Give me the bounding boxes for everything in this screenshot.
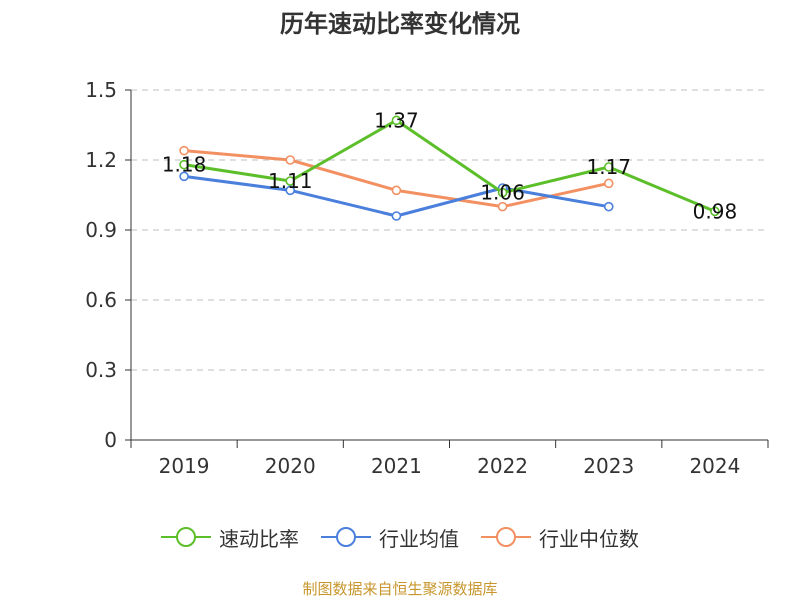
x-tick-label: 2019 xyxy=(159,454,210,478)
x-tick-label: 2020 xyxy=(265,454,316,478)
gridlines xyxy=(131,89,768,371)
legend-marker xyxy=(336,527,356,547)
data-label: 1.37 xyxy=(374,108,419,132)
legend-swatch-icon xyxy=(321,527,371,547)
x-tick-label: 2021 xyxy=(371,454,422,478)
x-tick-label: 2022 xyxy=(477,454,528,478)
data-label: 1.06 xyxy=(480,181,525,205)
data-point xyxy=(710,206,720,217)
y-tick-label: 0.9 xyxy=(85,218,117,242)
y-tick-label: 1.5 xyxy=(85,78,117,102)
source-footer: 制图数据来自恒生聚源数据库 xyxy=(302,580,498,598)
y-tick-label: 0.3 xyxy=(85,358,117,382)
data-label: 1.11 xyxy=(268,169,313,193)
legend-marker xyxy=(496,527,516,547)
x-tick-label: 2024 xyxy=(689,454,740,478)
data-point xyxy=(391,185,402,196)
data-label: 0.98 xyxy=(693,199,738,223)
data-point xyxy=(285,176,296,186)
legend-marker xyxy=(176,527,196,547)
data-point xyxy=(285,155,296,165)
data-point xyxy=(497,201,508,212)
data-point xyxy=(285,185,296,196)
y-tick-label: 1.2 xyxy=(85,148,117,172)
data-point xyxy=(179,145,189,156)
data-label: 1.18 xyxy=(162,153,207,177)
legend-swatch-icon xyxy=(481,527,531,547)
legend: 速动比率 行业均值 行业中位数 xyxy=(0,520,800,554)
y-tick-label: 0 xyxy=(104,428,117,452)
data-point xyxy=(603,201,614,212)
data-point xyxy=(179,159,189,170)
legend-item[interactable]: 行业中位数 xyxy=(481,523,639,552)
data-point xyxy=(179,171,189,182)
data-label: 1.17 xyxy=(586,155,631,179)
data-point xyxy=(603,178,614,189)
legend-item[interactable]: 行业均值 xyxy=(321,523,459,552)
legend-label: 行业均值 xyxy=(379,526,459,551)
data-point xyxy=(603,162,614,172)
series-line xyxy=(183,149,610,209)
y-tick-label: 0.6 xyxy=(85,288,117,312)
legend-item[interactable]: 速动比率 xyxy=(161,523,299,552)
data-labels: 1.18 1.11 1.37 1.06 1.17 0.98 xyxy=(162,108,737,223)
legend-label: 行业中位数 xyxy=(539,526,639,551)
series-lines xyxy=(179,115,720,221)
chart-title: 历年速动比率变化情况 xyxy=(280,10,520,38)
series-line xyxy=(183,118,716,213)
data-point xyxy=(391,211,402,221)
legend-label: 速动比率 xyxy=(219,526,299,551)
legend-swatch-icon xyxy=(161,527,211,547)
x-tick-label: 2023 xyxy=(583,454,634,478)
axes: 0 0.3 0.6 0.9 1.2 1.5 2019 2020 2021 2022 2023 2024 xyxy=(85,78,769,478)
data-point xyxy=(497,187,508,198)
data-point xyxy=(391,115,402,126)
